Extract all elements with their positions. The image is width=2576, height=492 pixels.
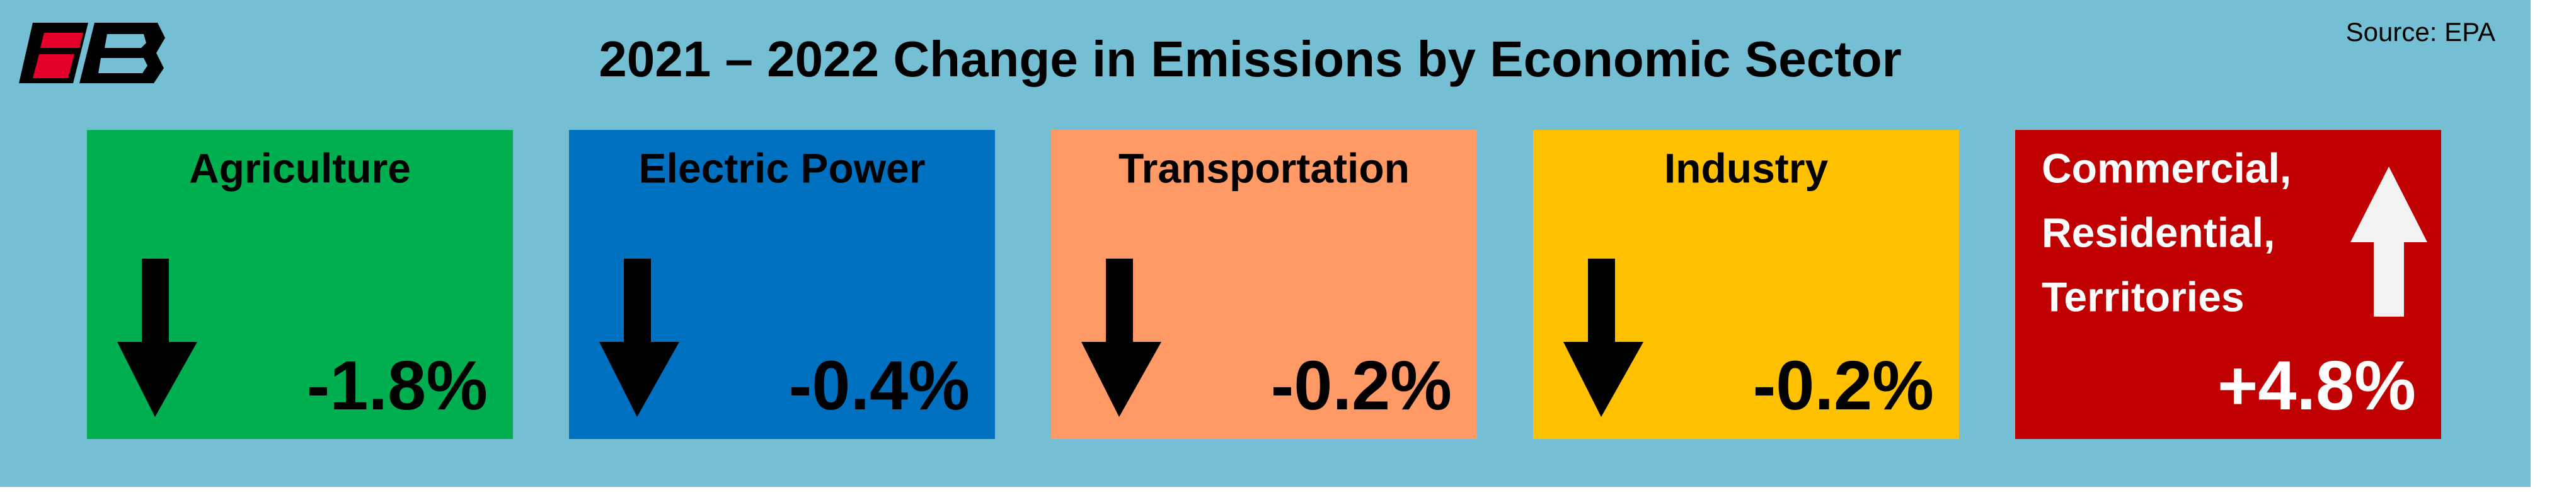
sector-boxes: Agriculture -1.8% Electric Power -0.4% Trans… [87, 130, 2441, 439]
sector-box [2015, 130, 2441, 439]
down-arrow [1563, 259, 1643, 417]
sector-card: Electric Power -0.4% [569, 130, 995, 439]
source: Source: EPA [2346, 17, 2495, 47]
sector-change: -0.2% [1271, 347, 1452, 425]
sector-change: +4.8% [2217, 347, 2416, 425]
sector-card: Transportation -0.2% [1051, 130, 1477, 439]
sector-card: Agriculture -1.8% [87, 130, 513, 439]
sector-name: Agriculture [189, 144, 411, 191]
sector-name: Territories [2042, 273, 2245, 320]
sector-name: Transportation [1118, 144, 1410, 191]
logo [19, 23, 165, 83]
sector-change: -1.8% [307, 347, 488, 425]
down-arrow [117, 259, 197, 417]
up-arrow [2350, 167, 2427, 317]
down-arrow [1081, 259, 1161, 417]
sector-card: Commercial, Residential, Territories +4.8% [2015, 130, 2441, 439]
down-arrow [599, 259, 679, 417]
logo-shape [98, 58, 147, 73]
sector-name: Electric Power [639, 144, 926, 191]
sector-change: -0.4% [789, 347, 970, 425]
logo-shape [40, 33, 83, 48]
sector-change: -0.2% [1753, 347, 1934, 425]
logo-shape [33, 54, 74, 78]
logo-shape [105, 34, 146, 48]
sector-name: Commercial, [2042, 144, 2291, 191]
sector-name: Industry [1664, 144, 1829, 191]
title: 2021 – 2022 Change in Emissions by Econo… [599, 31, 1902, 87]
sector-card: Industry -0.2% [1533, 130, 1959, 439]
sector-name: Residential, [2042, 209, 2275, 255]
